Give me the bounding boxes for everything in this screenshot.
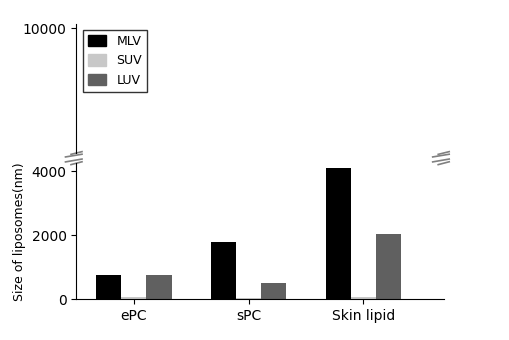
Bar: [350, 258, 375, 259]
Bar: [236, 298, 261, 299]
Y-axis label: Size of liposomes(nm): Size of liposomes(nm): [13, 162, 26, 301]
Legend: MLV, SUV, LUV: MLV, SUV, LUV: [82, 30, 147, 91]
Bar: [325, 165, 350, 259]
Bar: [375, 212, 401, 259]
Bar: [375, 234, 401, 299]
Bar: [210, 242, 236, 299]
Bar: [96, 242, 121, 259]
Bar: [325, 168, 350, 299]
Bar: [210, 218, 236, 259]
Bar: [261, 248, 286, 259]
Bar: [121, 258, 146, 259]
Bar: [350, 297, 375, 299]
Bar: [261, 283, 286, 299]
Bar: [96, 275, 121, 299]
Bar: [146, 275, 172, 299]
Bar: [146, 242, 172, 259]
Bar: [236, 258, 261, 259]
Bar: [121, 297, 146, 299]
